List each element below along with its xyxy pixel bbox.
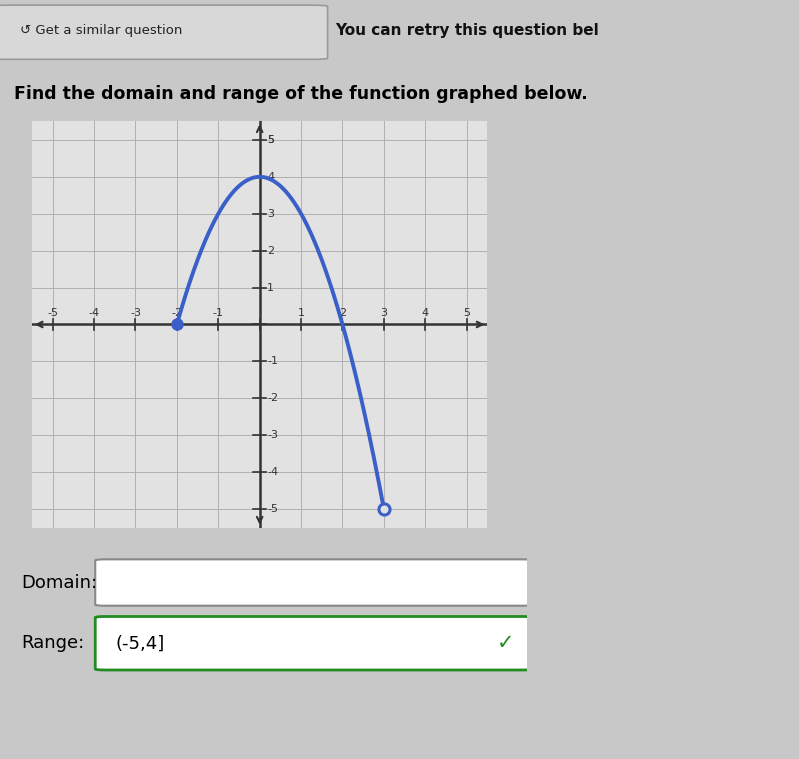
Text: Find the domain and range of the function graphed below.: Find the domain and range of the functio… [14, 85, 587, 102]
Text: Range:: Range: [21, 635, 85, 652]
Text: -3: -3 [267, 430, 278, 440]
Text: 5: 5 [267, 135, 274, 145]
Text: -4: -4 [89, 308, 100, 318]
Text: ↺ Get a similar question: ↺ Get a similar question [20, 24, 182, 37]
Text: 2: 2 [339, 308, 346, 318]
Text: -1: -1 [267, 357, 278, 367]
Text: ✓: ✓ [497, 633, 515, 653]
Text: 1: 1 [267, 282, 274, 292]
Text: 5: 5 [463, 308, 470, 318]
Text: -2: -2 [267, 393, 278, 403]
Text: -3: -3 [130, 308, 141, 318]
Text: -4: -4 [267, 467, 278, 477]
Text: -2: -2 [171, 308, 182, 318]
Text: 3: 3 [380, 308, 388, 318]
Text: -1: -1 [213, 308, 224, 318]
Text: 5: 5 [267, 135, 274, 145]
Text: (-5,4]: (-5,4] [116, 635, 165, 652]
Text: -5: -5 [267, 504, 278, 514]
Text: 1: 1 [297, 308, 304, 318]
Text: Domain:: Domain: [21, 574, 97, 591]
Text: 4: 4 [267, 172, 274, 182]
Text: You can retry this question bel: You can retry this question bel [336, 24, 599, 39]
Text: 3: 3 [267, 209, 274, 219]
FancyBboxPatch shape [95, 559, 532, 606]
Text: -5: -5 [47, 308, 58, 318]
Text: 4: 4 [422, 308, 429, 318]
FancyBboxPatch shape [95, 616, 532, 670]
Text: 2: 2 [267, 246, 274, 256]
FancyBboxPatch shape [0, 5, 328, 59]
